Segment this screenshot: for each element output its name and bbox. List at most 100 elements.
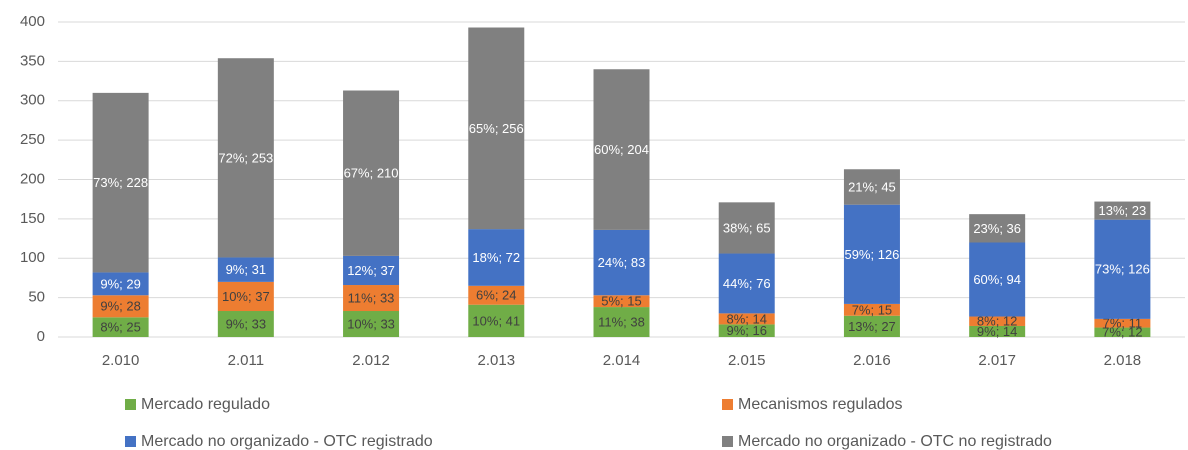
bar-segment xyxy=(92,272,149,296)
bar-segment xyxy=(468,229,525,286)
data-label: 9%; 29 xyxy=(100,276,140,291)
y-tick-label: 200 xyxy=(20,170,45,187)
data-label: 8%; 14 xyxy=(726,311,766,326)
bar-segment xyxy=(843,204,900,304)
bar-segment xyxy=(969,316,1026,326)
x-tick-label: 2.017 xyxy=(978,352,1016,369)
data-label: 65%; 256 xyxy=(469,121,524,136)
x-tick-label: 2.013 xyxy=(478,352,516,369)
legend-label: Mecanismos regulados xyxy=(738,396,903,413)
legend-label: Mercado regulado xyxy=(141,396,270,413)
data-label: 73%; 228 xyxy=(93,175,148,190)
data-label: 10%; 37 xyxy=(222,289,270,304)
bar-segment xyxy=(92,317,149,337)
data-label: 10%; 41 xyxy=(472,313,520,328)
y-tick-label: 300 xyxy=(20,92,45,109)
y-tick-label: 50 xyxy=(28,289,45,306)
data-label: 44%; 76 xyxy=(723,276,771,291)
data-label: 60%; 94 xyxy=(973,272,1021,287)
y-tick-label: 0 xyxy=(37,328,45,345)
bar-segment xyxy=(468,304,525,337)
bar-segment xyxy=(843,303,900,316)
data-label: 8%; 25 xyxy=(100,320,140,335)
data-label: 9%; 14 xyxy=(977,324,1017,339)
legend-swatch xyxy=(125,436,136,447)
data-label: 67%; 210 xyxy=(344,166,399,181)
bar-segment xyxy=(718,313,775,325)
bar-segment xyxy=(217,58,274,258)
x-tick-label: 2.011 xyxy=(228,352,264,369)
bar-segment xyxy=(718,202,775,254)
data-label: 7%; 12 xyxy=(1102,325,1142,340)
legend-swatch xyxy=(125,399,136,410)
data-label: 60%; 204 xyxy=(594,142,649,157)
bar-segment xyxy=(718,253,775,314)
bar-segment xyxy=(1094,219,1151,319)
y-tick-label: 250 xyxy=(20,131,45,148)
x-tick-label: 2.016 xyxy=(853,352,891,369)
data-label: 72%; 253 xyxy=(218,150,273,165)
legend-label: Mercado no organizado - OTC no registrad… xyxy=(738,433,1052,450)
bar-segment xyxy=(468,27,525,230)
data-label: 8%; 12 xyxy=(977,314,1017,329)
data-label: 59%; 126 xyxy=(844,247,899,262)
x-tick-label: 2.010 xyxy=(102,352,140,369)
data-label: 7%; 11 xyxy=(1103,316,1143,331)
bar-segment xyxy=(969,242,1026,317)
legend-swatch xyxy=(722,399,733,410)
bar-segment xyxy=(593,69,650,230)
bar-segment xyxy=(343,285,400,312)
data-label: 11%; 38 xyxy=(598,314,645,329)
data-label: 9%; 31 xyxy=(226,262,266,277)
x-tick-label: 2.014 xyxy=(603,352,641,369)
data-label: 5%; 15 xyxy=(601,294,641,309)
bar-segment xyxy=(718,324,775,337)
bar-segment xyxy=(593,229,650,296)
data-label: 18%; 72 xyxy=(472,250,520,265)
data-label: 13%; 23 xyxy=(1099,203,1147,218)
data-label: 7%; 15 xyxy=(852,302,892,317)
bar-segment xyxy=(217,257,274,282)
y-tick-label: 100 xyxy=(20,249,45,266)
data-label: 12%; 37 xyxy=(347,263,395,278)
bar-segment xyxy=(593,295,650,308)
bar-segment xyxy=(1094,318,1151,328)
bar-segment xyxy=(343,255,400,286)
data-label: 38%; 65 xyxy=(723,220,771,235)
bar-segment xyxy=(593,307,650,337)
x-tick-label: 2.012 xyxy=(352,352,390,369)
data-label: 9%; 33 xyxy=(226,316,266,331)
data-label: 10%; 33 xyxy=(347,316,395,331)
y-tick-label: 150 xyxy=(20,210,45,227)
bar-segment xyxy=(843,169,900,205)
bar-segment xyxy=(468,285,525,305)
bar-segment xyxy=(92,295,149,318)
y-tick-label: 400 xyxy=(20,13,45,30)
x-tick-label: 2.018 xyxy=(1104,352,1142,369)
bar-segment xyxy=(1094,201,1151,220)
x-tick-label: 2.015 xyxy=(728,352,766,369)
bar-segment xyxy=(92,92,149,273)
data-label: 21%; 45 xyxy=(848,179,896,194)
data-label: 73%; 126 xyxy=(1095,262,1150,277)
data-label: 23%; 36 xyxy=(973,221,1021,236)
data-label: 9%; 16 xyxy=(726,323,766,338)
y-tick-label: 350 xyxy=(20,52,45,69)
bar-segment xyxy=(969,214,1026,243)
bar-segment xyxy=(1094,327,1151,337)
data-label: 9%; 28 xyxy=(100,299,140,314)
data-label: 13%; 27 xyxy=(848,319,896,334)
legend-swatch xyxy=(722,436,733,447)
bar-segment xyxy=(843,315,900,337)
legend-label: Mercado no organizado - OTC registrado xyxy=(141,433,433,450)
bar-segment xyxy=(969,325,1026,337)
data-label: 11%; 33 xyxy=(348,290,395,305)
bar-segment xyxy=(343,311,400,337)
bar-segment xyxy=(217,281,274,312)
data-label: 6%; 24 xyxy=(476,288,516,303)
data-label: 24%; 83 xyxy=(598,255,646,270)
bar-segment xyxy=(217,311,274,337)
bar-segment xyxy=(343,90,400,256)
